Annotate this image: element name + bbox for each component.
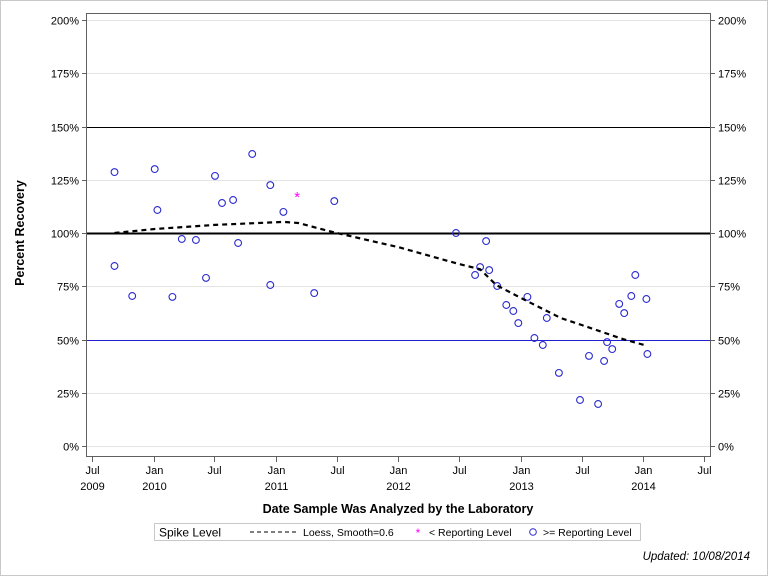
plot-frame [86, 13, 711, 457]
reporting-point [542, 314, 551, 322]
reporting-point [153, 206, 162, 214]
x-tick-year-label: 2009 [80, 481, 104, 493]
reporting-point [310, 289, 319, 298]
reporting-point [585, 351, 593, 360]
reporting-point [600, 357, 609, 365]
reporting-point [168, 292, 177, 301]
reporting-point [150, 165, 159, 174]
legend: Spike Level Loess, Smooth=0.6 * < Report… [154, 523, 641, 541]
reporting-point [191, 236, 200, 244]
reporting-point [229, 196, 238, 204]
reporting-point [202, 273, 210, 282]
x-tick-label: Jul [575, 465, 589, 477]
loess-curve [114, 220, 648, 347]
reference-lines [87, 127, 710, 341]
y-tick-label: 50% [57, 336, 79, 348]
y-tick-label: 100% [51, 229, 79, 241]
reporting-point [218, 199, 226, 207]
reporting-point [603, 338, 612, 347]
data-marks: * [110, 150, 652, 408]
y-tick-label: 75% [57, 282, 79, 294]
legend-star-symbol: * [416, 526, 421, 540]
reporting-point [627, 292, 636, 300]
y-axis-label: Percent Recovery [13, 180, 27, 286]
below-reporting-point: * [294, 189, 300, 206]
y-axis: 0% 0% 25% 25% 50% 50% 75% 75% 100% 100% 125% 125% 15… [51, 16, 746, 454]
x-tick-year-label: 2013 [509, 481, 533, 493]
reporting-point [514, 319, 523, 328]
y-tick-label: 175% [51, 69, 79, 81]
reporting-point [502, 301, 511, 309]
updated-text: Updated: 10/08/2014 [643, 551, 750, 563]
legend-title: Spike Level [159, 526, 221, 540]
x-axis-label: Date Sample Was Analyzed by the Laborato… [263, 502, 534, 516]
legend-circle-symbol [529, 528, 537, 536]
reporting-point [452, 229, 460, 237]
reporting-point [631, 271, 640, 279]
y-tick-label: 0% [63, 442, 79, 454]
reporting-point [330, 197, 339, 206]
legend-box [154, 523, 641, 541]
reporting-point [643, 350, 652, 358]
reporting-point [177, 235, 186, 243]
x-tick-label: Jul [330, 465, 344, 477]
legend-star-label: < Reporting Level [429, 527, 512, 539]
reporting-point [554, 368, 563, 377]
reporting-point [538, 341, 547, 349]
y-tick-label: 150% [51, 123, 79, 135]
reporting-point [594, 400, 603, 408]
reporting-point [615, 299, 624, 308]
reporting-point [471, 271, 480, 279]
reporting-point [620, 309, 629, 318]
x-axis: Jul 2009 Jan 2010 Jul Jan 2011 Jul Jan 2012 Jul Jan… [80, 457, 712, 493]
x-tick-label: Jan [513, 465, 531, 477]
x-tick-year-label: 2014 [631, 481, 655, 493]
reporting-point [110, 168, 119, 177]
reporting-point [608, 345, 617, 354]
x-tick-label: Jul [85, 465, 99, 477]
x-tick-label: Jan [146, 465, 164, 477]
reporting-point [493, 282, 502, 290]
y-tick-label: 200% [51, 16, 79, 28]
y-tick-label-right: 175% [718, 69, 746, 81]
reporting-point [110, 262, 119, 270]
x-tick-label: Jan [268, 465, 286, 477]
reporting-point [234, 239, 243, 247]
reporting-point [248, 150, 257, 158]
y-tick-label: 125% [51, 176, 79, 188]
reporting-point [266, 281, 275, 289]
reporting-point [509, 307, 518, 315]
reporting-point [642, 295, 651, 303]
reporting-point [211, 171, 219, 180]
reporting-point [523, 292, 532, 301]
legend-loess-label: Loess, Smooth=0.6 [303, 527, 394, 539]
x-tick-label: Jan [635, 465, 653, 477]
reporting-point [576, 396, 584, 404]
reporting-point [482, 237, 491, 246]
reporting-point [530, 334, 539, 342]
y-tick-label-right: 100% [718, 229, 746, 241]
y-tick-label-right: 25% [718, 389, 740, 401]
x-tick-label: Jul [697, 465, 711, 477]
y-tick-label-right: 150% [718, 123, 746, 135]
y-tick-label: 25% [57, 389, 79, 401]
y-tick-label-right: 125% [718, 176, 746, 188]
y-tick-label-right: 50% [718, 336, 740, 348]
legend-circle-label: >= Reporting Level [543, 527, 632, 539]
reporting-point [266, 181, 275, 190]
x-tick-year-label: 2011 [265, 481, 289, 493]
x-tick-label: Jul [207, 465, 221, 477]
x-tick-year-label: 2010 [142, 481, 166, 493]
x-tick-year-label: 2012 [386, 481, 410, 493]
reporting-point [279, 207, 288, 216]
x-tick-label: Jul [452, 465, 466, 477]
reporting-point [485, 266, 494, 275]
y-tick-label-right: 200% [718, 16, 746, 28]
x-tick-label: Jan [390, 465, 408, 477]
y-tick-label-right: 75% [718, 282, 740, 294]
reporting-point [128, 292, 137, 300]
y-tick-label-right: 0% [718, 442, 734, 454]
